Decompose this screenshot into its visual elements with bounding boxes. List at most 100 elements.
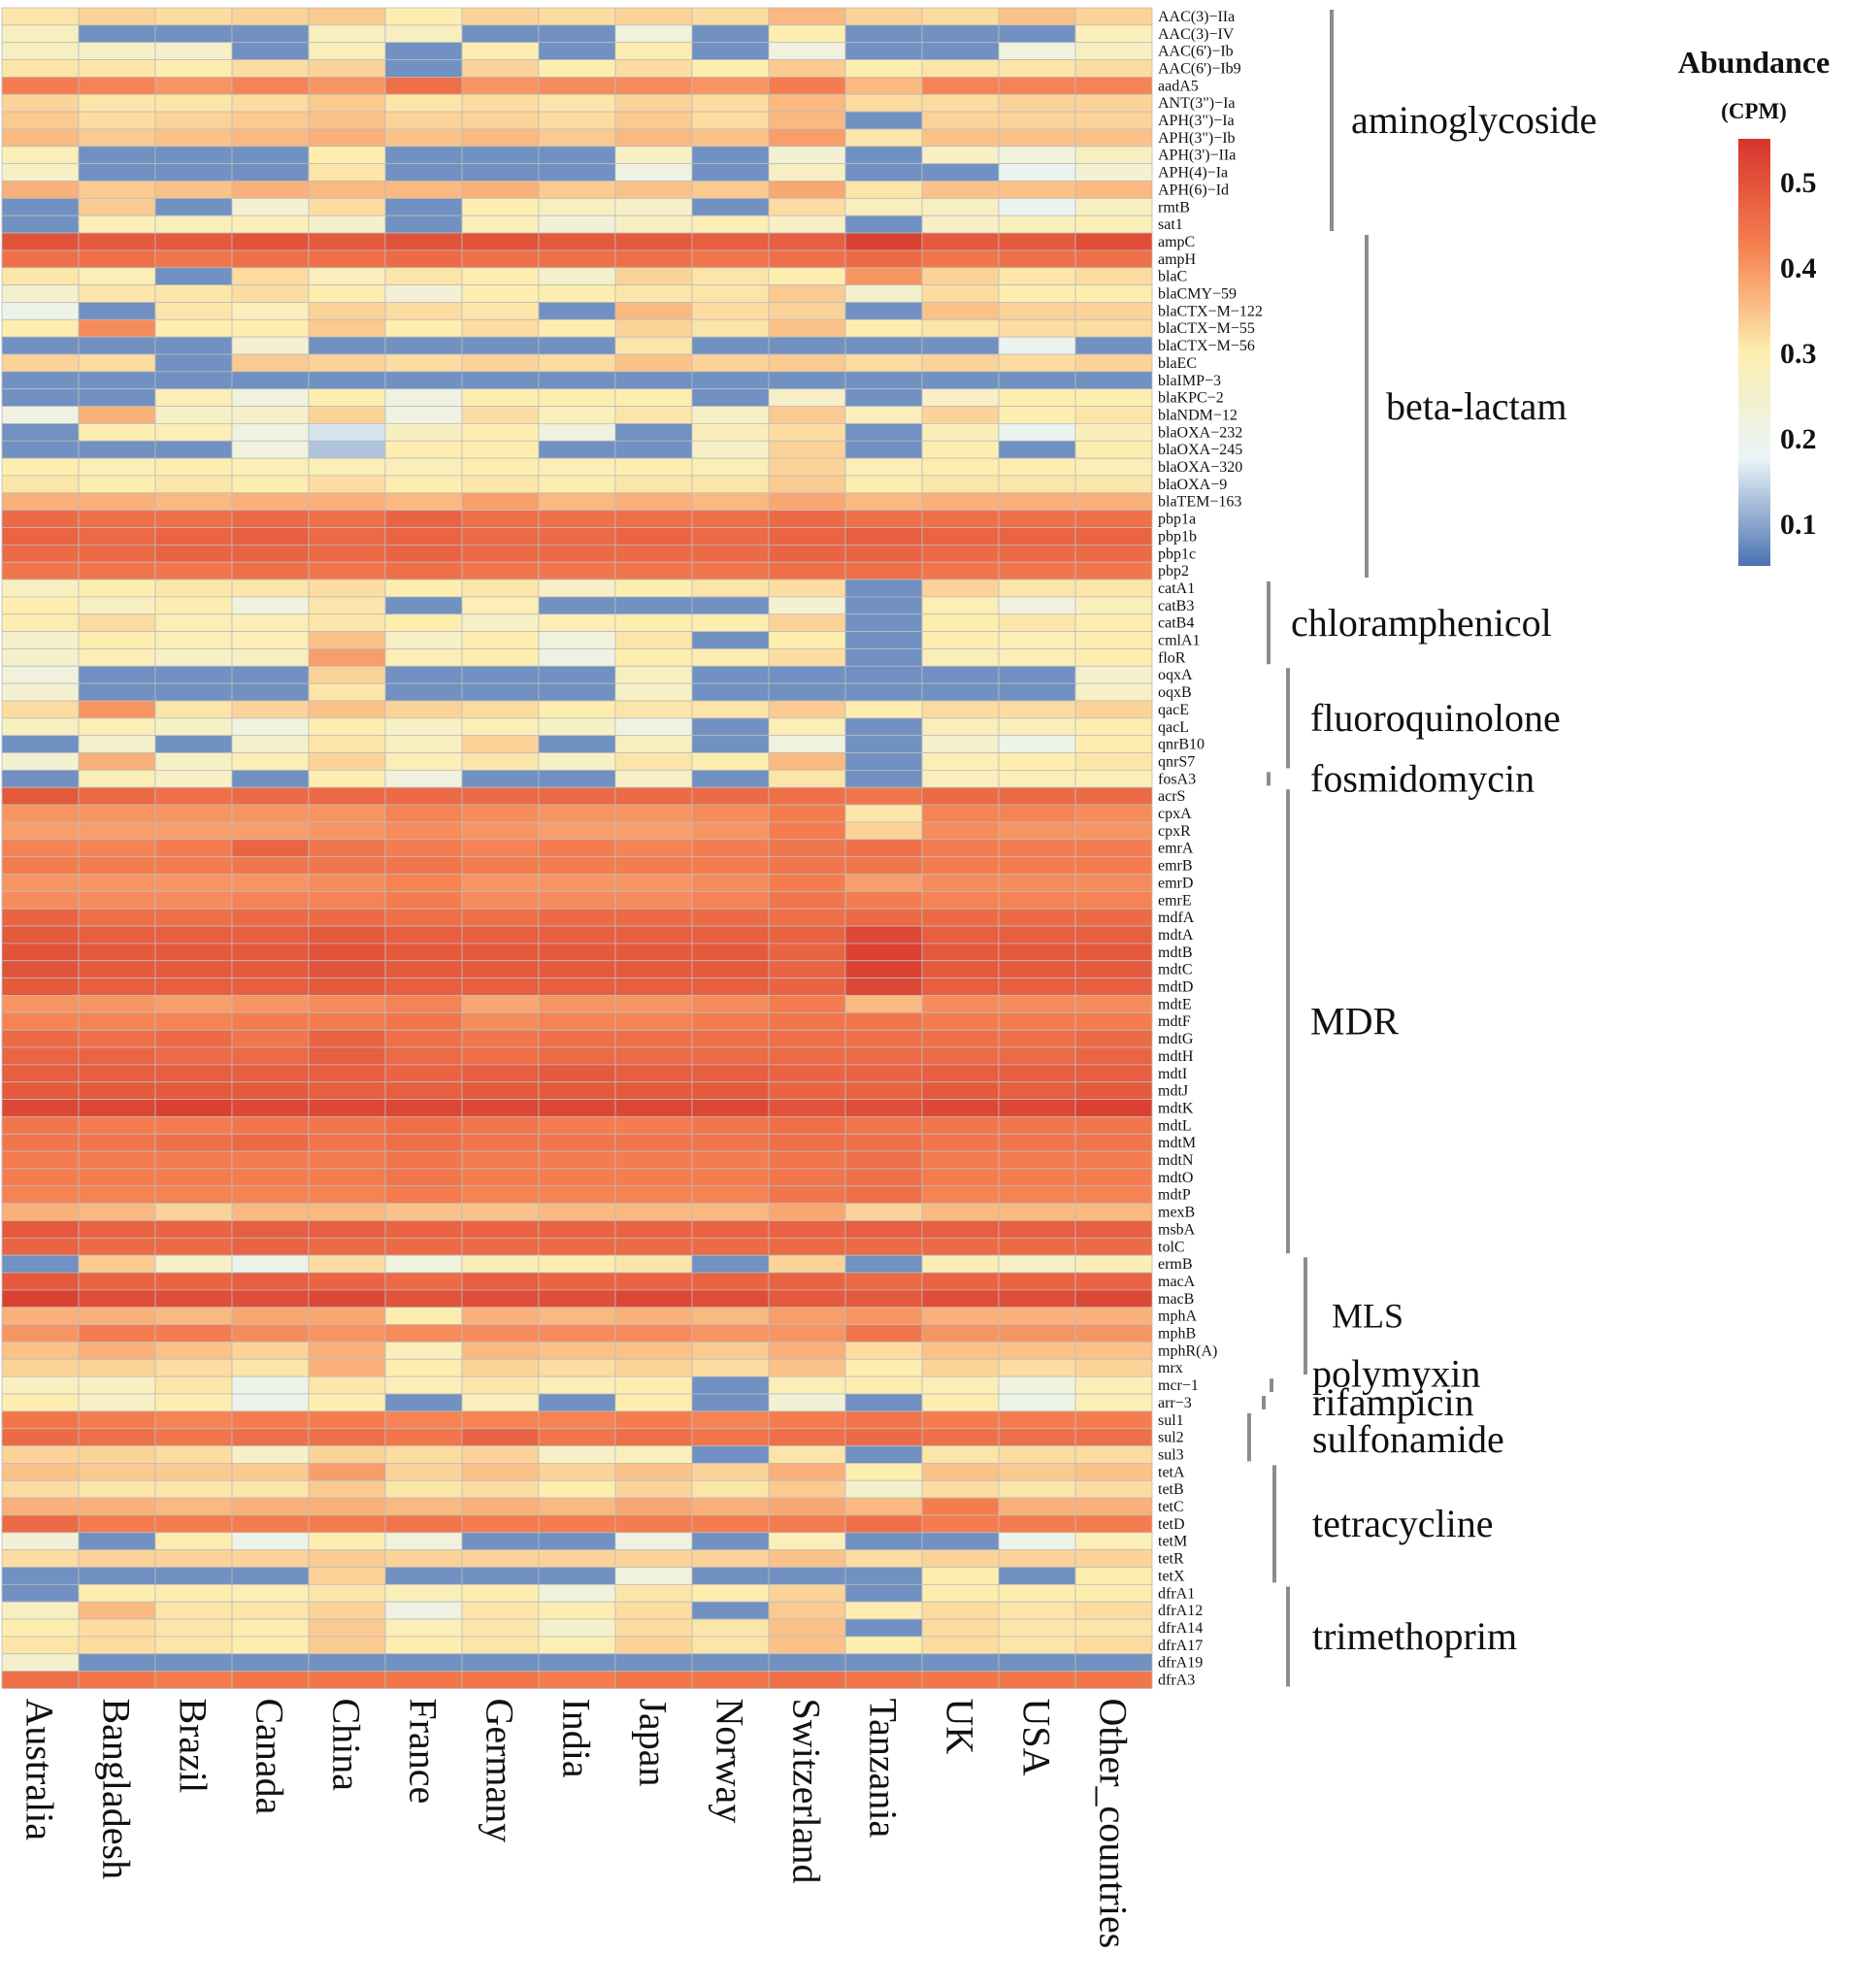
heatmap-cell bbox=[844, 890, 923, 910]
heatmap-cell bbox=[231, 1289, 310, 1309]
heatmap-cell bbox=[921, 267, 1000, 286]
group-label-trimethoprim: trimethoprim bbox=[1312, 1614, 1517, 1658]
heatmap-cell bbox=[384, 1324, 463, 1342]
heatmap-cell bbox=[768, 1324, 846, 1342]
heatmap-cell bbox=[768, 146, 846, 165]
column-label-other-countries: Other_countries bbox=[1092, 1698, 1136, 1948]
heatmap-cell bbox=[154, 1428, 233, 1446]
heatmap-cell bbox=[1, 682, 80, 702]
heatmap-cell bbox=[538, 1203, 616, 1221]
heatmap-cell bbox=[998, 943, 1076, 962]
heatmap-cell bbox=[844, 336, 923, 355]
heatmap-cell bbox=[998, 1342, 1076, 1360]
heatmap-cell bbox=[231, 1549, 310, 1568]
heatmap-cell bbox=[614, 596, 693, 615]
heatmap-cell bbox=[921, 1618, 1000, 1638]
heatmap-cell bbox=[308, 440, 386, 459]
heatmap-cell bbox=[844, 1237, 923, 1256]
heatmap-cell bbox=[1, 544, 80, 563]
heatmap-cell bbox=[308, 422, 386, 442]
heatmap-cell bbox=[614, 353, 693, 373]
heatmap-cell bbox=[768, 648, 846, 667]
heatmap-cell bbox=[538, 1116, 616, 1135]
heatmap-cell bbox=[998, 181, 1076, 199]
heatmap-cell bbox=[538, 77, 616, 95]
heatmap-cell bbox=[384, 682, 463, 702]
heatmap-cell bbox=[691, 146, 770, 165]
heatmap-cell bbox=[308, 1479, 386, 1499]
heatmap-cell bbox=[78, 1203, 156, 1221]
heatmap-cell bbox=[691, 371, 770, 390]
heatmap-cell bbox=[998, 1463, 1076, 1481]
heatmap-cell bbox=[461, 457, 540, 477]
heatmap-cell bbox=[308, 1375, 386, 1395]
row-label: arr−3 bbox=[1158, 1395, 1192, 1411]
heatmap-cell bbox=[538, 440, 616, 459]
row-label: mdtA bbox=[1158, 927, 1194, 944]
row-label: mdtN bbox=[1158, 1152, 1194, 1169]
heatmap-cell bbox=[768, 284, 846, 303]
heatmap-cell bbox=[384, 353, 463, 373]
heatmap-cell bbox=[998, 1203, 1076, 1221]
heatmap-cell bbox=[691, 1133, 770, 1152]
heatmap-cell bbox=[461, 1029, 540, 1048]
row-label: blaNDM−12 bbox=[1158, 407, 1238, 423]
heatmap-cell bbox=[921, 111, 1000, 130]
heatmap-cell bbox=[461, 163, 540, 182]
heatmap-cell bbox=[768, 1532, 846, 1551]
row-label: blaOXA−245 bbox=[1158, 442, 1242, 458]
heatmap-cell bbox=[308, 475, 386, 494]
heatmap-cell bbox=[768, 1237, 846, 1256]
heatmap-cell bbox=[231, 1601, 310, 1620]
heatmap-cell bbox=[231, 943, 310, 962]
heatmap-cell bbox=[614, 1168, 693, 1187]
heatmap-cell bbox=[844, 821, 923, 841]
heatmap-cell bbox=[768, 1393, 846, 1412]
heatmap-cell bbox=[78, 1099, 156, 1117]
heatmap-cell bbox=[78, 596, 156, 615]
heatmap-cell bbox=[384, 77, 463, 95]
heatmap-cell bbox=[1074, 1532, 1153, 1551]
heatmap-cell bbox=[998, 613, 1076, 633]
heatmap-cell bbox=[614, 1150, 693, 1170]
heatmap-cell bbox=[461, 440, 540, 459]
row-label: macA bbox=[1158, 1274, 1196, 1290]
heatmap-cell bbox=[384, 1636, 463, 1655]
heatmap-cell bbox=[384, 267, 463, 286]
row-label: mcr−1 bbox=[1158, 1377, 1199, 1394]
heatmap-cell bbox=[844, 960, 923, 979]
heatmap-cell bbox=[384, 163, 463, 182]
heatmap-cell bbox=[614, 7, 693, 26]
heatmap-cell bbox=[691, 1583, 770, 1603]
heatmap-cell bbox=[844, 908, 923, 927]
heatmap-cell bbox=[308, 1289, 386, 1309]
heatmap-cell bbox=[844, 1653, 923, 1673]
heatmap-cell bbox=[461, 890, 540, 910]
row-label: AAC(3)−IV bbox=[1158, 26, 1235, 43]
heatmap-cell bbox=[78, 1324, 156, 1342]
heatmap-cell bbox=[1, 1150, 80, 1170]
heatmap-cell bbox=[308, 128, 386, 148]
heatmap-cell bbox=[768, 1514, 846, 1534]
heatmap-cell bbox=[1074, 1549, 1153, 1568]
heatmap-cell bbox=[308, 1393, 386, 1412]
heatmap-cell bbox=[614, 1307, 693, 1326]
heatmap-cell bbox=[78, 318, 156, 338]
heatmap-cell bbox=[461, 475, 540, 494]
heatmap-cell bbox=[921, 648, 1000, 667]
row-label: blaCTX−M−122 bbox=[1158, 303, 1263, 319]
row-label: APH(6)−Id bbox=[1158, 182, 1229, 198]
heatmap-cell bbox=[461, 682, 540, 702]
heatmap-cell bbox=[921, 1497, 1000, 1516]
heatmap-cell bbox=[78, 700, 156, 719]
heatmap-cell bbox=[308, 631, 386, 649]
heatmap-cell bbox=[1074, 700, 1153, 719]
heatmap-cell bbox=[308, 1671, 386, 1689]
heatmap-cell bbox=[691, 839, 770, 858]
heatmap-cell bbox=[691, 1185, 770, 1205]
heatmap-cell bbox=[78, 457, 156, 477]
heatmap-cell bbox=[1, 1393, 80, 1412]
heatmap-cell bbox=[308, 492, 386, 512]
heatmap-cell bbox=[691, 1116, 770, 1135]
heatmap-cell bbox=[231, 1220, 310, 1239]
